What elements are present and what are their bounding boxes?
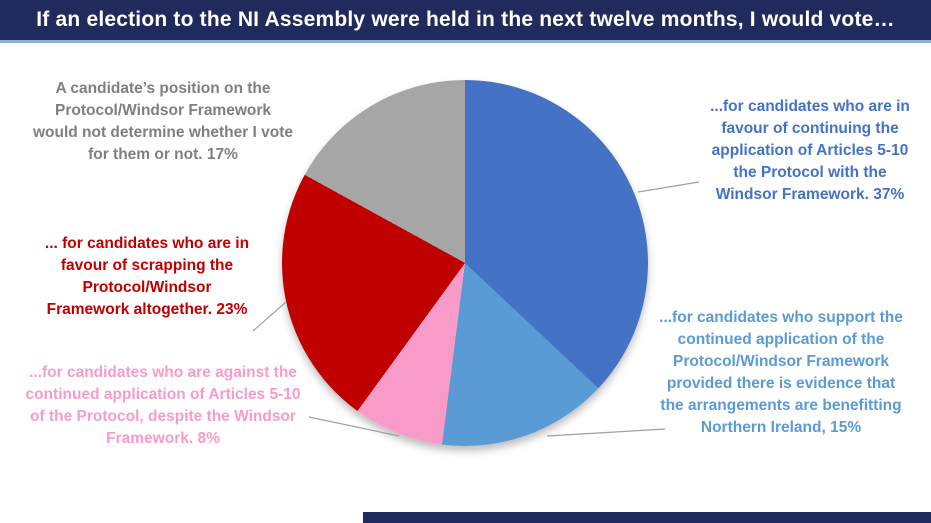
page-title: If an election to the NI Assembly were h…	[36, 8, 895, 31]
callout-red-23: ... for candidates who are in favour of …	[44, 235, 250, 318]
callout-pink-8: ...for candidates who are against the co…	[25, 364, 301, 447]
callout-lightblue-15: ...for candidates who support the contin…	[659, 309, 903, 436]
title-bar: If an election to the NI Assembly were h…	[0, 0, 931, 43]
callout-blue-37: ...for candidates who are in favour of c…	[710, 98, 910, 203]
pie-chart	[282, 80, 648, 446]
callout-gray-17: A candidate’s position on the Protocol/W…	[32, 80, 294, 163]
bottom-accent-bar	[363, 512, 931, 523]
